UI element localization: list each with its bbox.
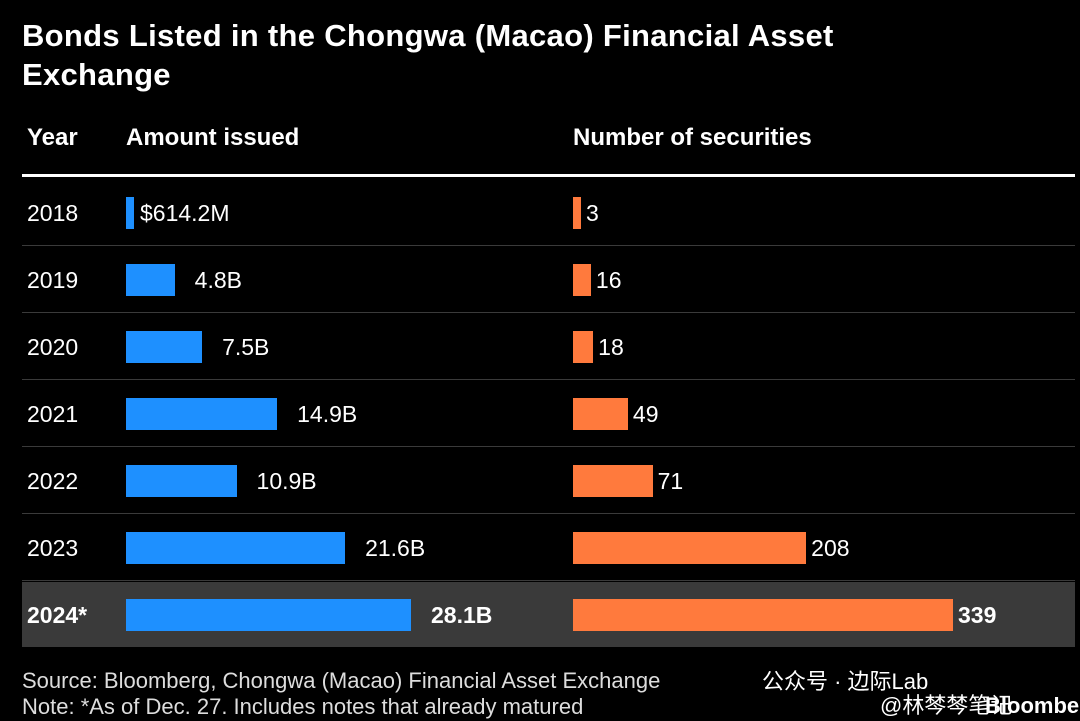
count-label: 208	[811, 534, 850, 561]
amount-bar	[126, 263, 175, 296]
count-bar	[573, 196, 581, 229]
year-label: 2021	[27, 400, 79, 427]
row-separator	[22, 446, 1075, 447]
amount-label: 14.9B	[297, 400, 358, 427]
count-label: 3	[586, 199, 599, 226]
bloomberg-logo: Bloomberg	[985, 693, 1080, 718]
amount-label: 4.8B	[194, 266, 242, 293]
column-header-count: Number of securities	[573, 124, 812, 151]
amount-label: 21.6B	[365, 534, 426, 561]
count-bar	[573, 464, 653, 497]
year-label: 2024*	[27, 601, 88, 628]
count-label: 18	[598, 333, 624, 360]
row-separator	[22, 580, 1075, 581]
amount-bar	[126, 330, 203, 363]
weibo-watermark: @林棽棽笔记	[880, 693, 1013, 718]
count-bar	[573, 397, 628, 430]
chart-title: Bonds Listed in the Chongwa (Macao) Fina…	[22, 18, 834, 92]
count-bar	[573, 330, 594, 363]
wechat-watermark: 公众号 · 边际Lab	[762, 669, 929, 694]
count-bar	[573, 531, 807, 564]
count-bar	[573, 263, 591, 296]
amount-bar	[126, 464, 237, 497]
column-header-amount: Amount issued	[126, 124, 300, 151]
count-label: 339	[958, 601, 997, 628]
amount-bar	[126, 598, 411, 631]
year-label: 2019	[27, 266, 79, 293]
header-rule	[22, 174, 1075, 177]
amount-label: $614.2M	[140, 199, 230, 226]
footnote: Note: *As of Dec. 27. Includes notes tha…	[22, 694, 584, 719]
source-note: Source: Bloomberg, Chongwa (Macao) Finan…	[22, 668, 661, 693]
amount-label: 7.5B	[222, 333, 270, 360]
column-header-year: Year	[27, 124, 78, 151]
count-label: 16	[595, 266, 622, 293]
count-label: 71	[657, 467, 684, 494]
year-label: 2023	[27, 534, 79, 561]
row-separator	[22, 312, 1075, 313]
count-bar	[573, 598, 953, 631]
year-label: 2018	[27, 199, 79, 226]
year-label: 2020	[27, 333, 79, 360]
amount-label: 10.9B	[256, 467, 317, 494]
row-separator	[22, 245, 1075, 246]
row-separator	[22, 379, 1075, 380]
amount-bar	[126, 531, 346, 564]
count-label: 49	[632, 400, 659, 427]
row-separator	[22, 513, 1075, 514]
year-label: 2022	[27, 467, 79, 494]
amount-label: 28.1B	[431, 601, 493, 628]
amount-bar	[126, 397, 278, 430]
amount-bar	[126, 196, 134, 229]
